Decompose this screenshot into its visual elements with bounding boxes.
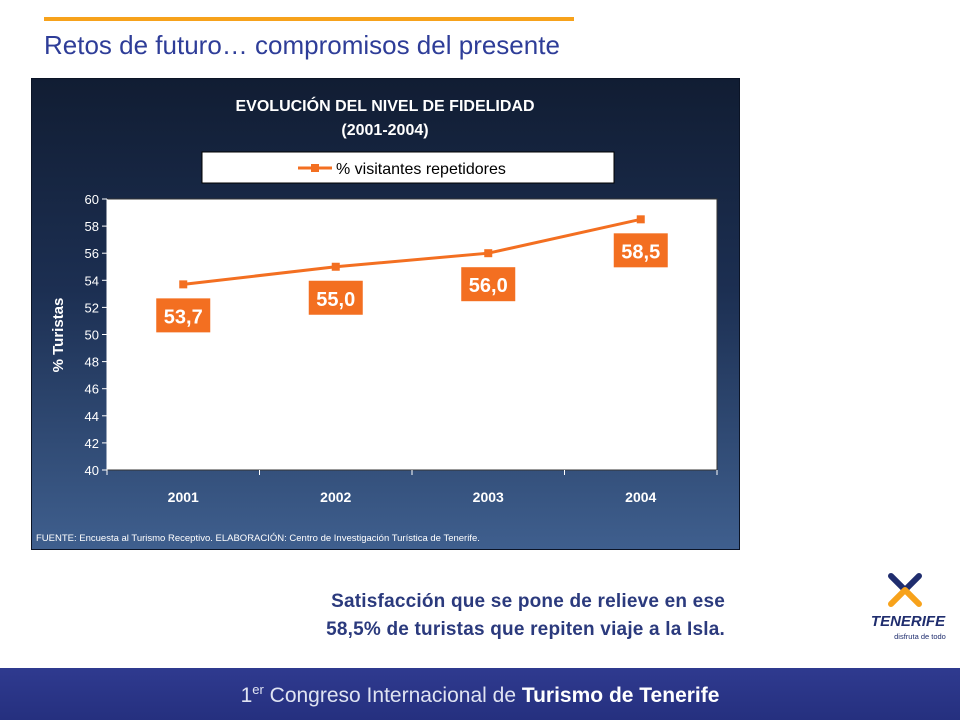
data-label-box: [156, 298, 211, 333]
data-label-box: [461, 267, 516, 302]
line-chart: EVOLUCIÓN DEL NIVEL DE FIDELIDAD (2001-2…: [36, 96, 718, 544]
data-point: [331, 262, 340, 271]
series-group: 53,7 55,0 56,0 58,5: [156, 215, 668, 333]
y-tick-label: 48: [85, 355, 99, 370]
logo-tagline: disfruta de todo: [894, 632, 946, 641]
y-tick-label: 44: [85, 409, 99, 424]
data-point: [179, 280, 188, 289]
footer-regular-text: Congreso Internacional de: [263, 684, 522, 707]
x-mark-icon: [888, 573, 922, 607]
data-label: 55,0: [316, 289, 355, 311]
footer-text: 1er Congreso Internacional de Turismo de…: [0, 682, 960, 708]
data-point: [636, 215, 645, 224]
data-label: 56,0: [469, 275, 508, 297]
y-tick-label: 46: [85, 382, 99, 397]
legend-marker-swatch: [311, 164, 319, 172]
chart-subtitle: (2001-2004): [341, 122, 428, 139]
footer-number: 1: [240, 684, 253, 707]
data-label: 53,7: [164, 306, 203, 328]
tenerife-logo: TENERIFE disfruta de todo: [871, 573, 946, 641]
x-tick-label: 2003: [473, 489, 504, 505]
slide-title: Retos de futuro… compromisos del present…: [44, 30, 560, 60]
x-tick-label: 2001: [168, 489, 199, 505]
caption: Satisfacción que se pone de relieve en e…: [200, 588, 725, 644]
caption-line-2: 58,5% de turistas que repiten viaje a la…: [326, 619, 725, 640]
legend-label: % visitantes repetidores: [336, 161, 506, 178]
y-tick-label: 50: [85, 328, 99, 343]
chart-title: EVOLUCIÓN DEL NIVEL DE FIDELIDAD: [236, 96, 535, 115]
y-tick-label: 42: [85, 436, 99, 451]
y-tick-label: 40: [85, 463, 99, 478]
source-note: FUENTE: Encuesta al Turismo Receptivo. E…: [36, 533, 480, 544]
data-label-box: [308, 280, 363, 315]
footer-superscript: er: [252, 682, 264, 697]
chart-panel: EVOLUCIÓN DEL NIVEL DE FIDELIDAD (2001-2…: [31, 78, 740, 550]
y-tick-label: 60: [85, 192, 99, 207]
data-label-box: [613, 233, 668, 268]
title-accent-rule: [44, 17, 574, 21]
y-axis-label: % Turistas: [50, 298, 67, 373]
legend-box: [201, 151, 615, 184]
y-tick-label: 56: [85, 246, 99, 261]
y-tick-label: 58: [85, 219, 99, 234]
data-point: [484, 249, 493, 258]
data-label: 58,5: [621, 241, 660, 263]
caption-line-1: Satisfacción que se pone de relieve en e…: [331, 591, 725, 612]
y-axis: 40 42 44 46 48 50 52 54 56 58 60: [85, 192, 108, 478]
footer-band: 1er Congreso Internacional de Turismo de…: [0, 668, 960, 720]
y-tick-label: 52: [85, 300, 99, 315]
x-tick-label: 2002: [320, 489, 351, 505]
logo-wordmark: TENERIFE: [871, 613, 946, 630]
series-line: [183, 217, 642, 286]
x-tick-label: 2004: [625, 489, 656, 505]
x-axis: 2001 2002 2003 2004: [106, 470, 718, 505]
y-tick-label: 54: [85, 273, 99, 288]
chart-legend: % visitantes repetidores: [201, 151, 615, 184]
footer-bold-text: Turismo de Tenerife: [521, 684, 720, 707]
